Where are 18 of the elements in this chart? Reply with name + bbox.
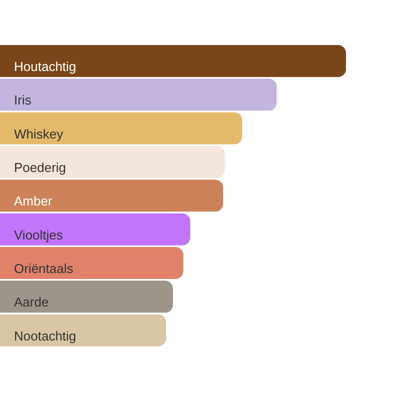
y-tick-label: Amber [14, 194, 53, 209]
bar [0, 314, 166, 346]
bar [0, 146, 225, 178]
y-tick-label: Houtachtig [14, 59, 76, 74]
y-tick-label: Nootachtig [14, 328, 76, 344]
bar [0, 213, 190, 246]
bar [0, 247, 184, 279]
y-tick-label: Iris [14, 92, 32, 108]
bar [0, 78, 277, 111]
y-tick-label: Oriëntaals [14, 261, 74, 276]
bar [0, 112, 242, 144]
y-tick-label: Aarde [14, 294, 49, 310]
bar [0, 280, 173, 313]
y-tick-label: Viooltjes [14, 227, 64, 242]
y-tick-label: Poederig [14, 160, 66, 175]
bar [0, 180, 224, 212]
y-tick-label: Whiskey [14, 126, 64, 142]
bar [0, 45, 346, 77]
